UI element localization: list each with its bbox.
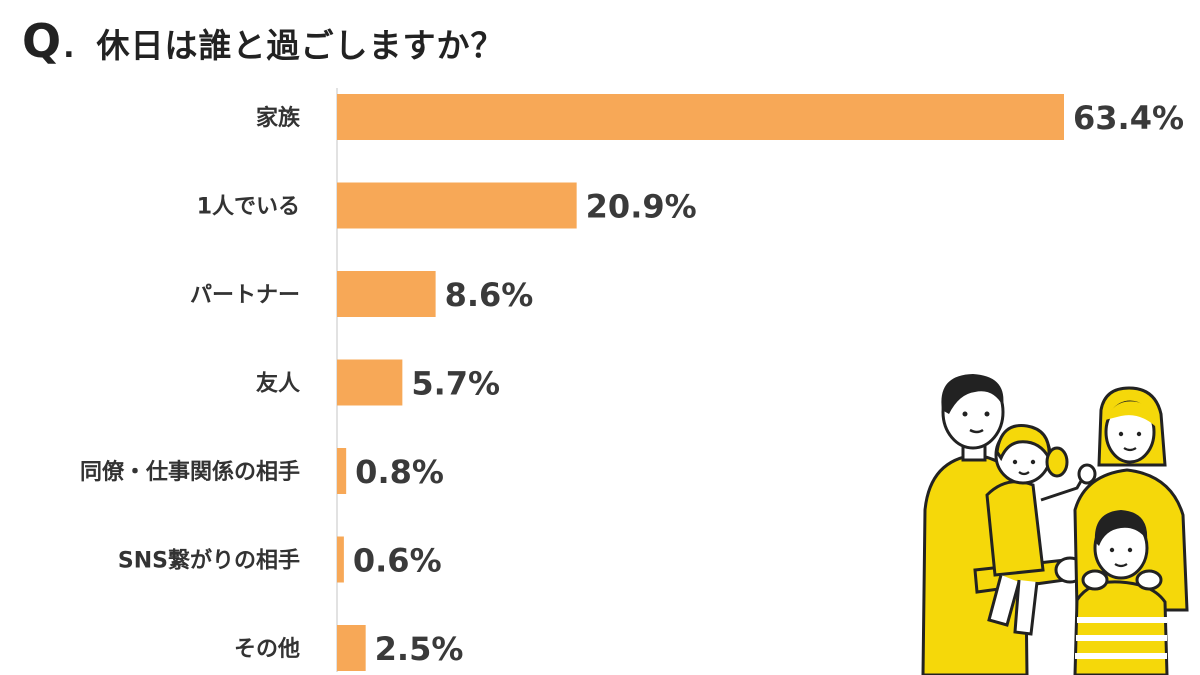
title-dot: . — [63, 30, 75, 65]
category-label: 同僚・仕事関係の相手 — [80, 459, 300, 485]
bar — [337, 271, 436, 317]
value-label: 8.6% — [445, 276, 534, 314]
bars-group: 家族 63.4% 1人でいる 20.9% パートナー 8.6% 友人 5.7% 同僚・仕事関係の… — [80, 94, 1184, 671]
girl-figure-icon — [985, 424, 1097, 636]
bar — [337, 94, 1064, 140]
value-label: 63.4% — [1073, 99, 1184, 137]
value-label: 2.5% — [375, 630, 464, 668]
bar — [337, 359, 403, 406]
title-prefix: Q — [22, 14, 62, 68]
value-label: 0.8% — [355, 453, 444, 491]
category-label: その他 — [234, 637, 300, 662]
chart-title: Q . 休日は誰と過ごしますか？ — [22, 14, 505, 74]
category-label: SNS繋がりの相手 — [118, 548, 300, 574]
value-label: 5.7% — [411, 365, 500, 403]
family-illustration-icon — [921, 374, 1189, 675]
category-label: 1人でいる — [197, 195, 300, 220]
bar — [337, 448, 347, 494]
title-question: 休日は誰と過ごしますか？ — [96, 26, 505, 65]
bar — [337, 625, 366, 671]
category-label: 友人 — [256, 372, 300, 397]
boy-figure-icon — [1073, 510, 1169, 675]
value-label: 20.9% — [586, 188, 697, 226]
bar — [337, 182, 577, 229]
bar — [337, 536, 344, 583]
category-label: 家族 — [256, 105, 301, 131]
value-label: 0.6% — [353, 542, 442, 580]
category-label: パートナー — [190, 283, 300, 308]
